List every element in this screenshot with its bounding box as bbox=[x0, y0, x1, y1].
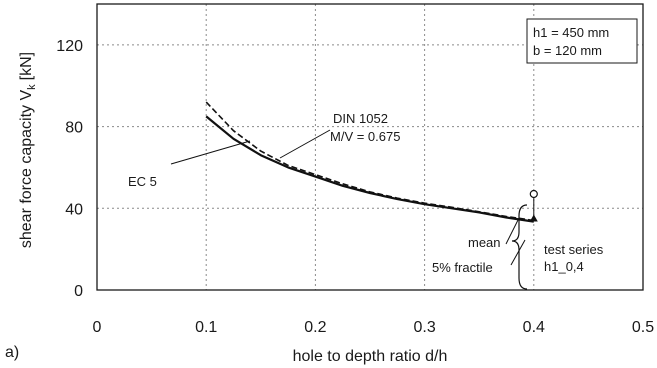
test-series-label: test series bbox=[544, 242, 604, 257]
test-series-brace bbox=[511, 204, 528, 290]
ec5-label: EC 5 bbox=[128, 174, 157, 189]
info-box: h1 = 450 mm b = 120 mm bbox=[526, 18, 638, 64]
y-tick-label: 120 bbox=[56, 38, 83, 55]
x-tick-label: 0.5 bbox=[632, 319, 654, 336]
mean-point bbox=[529, 189, 538, 199]
y-tick-label: 0 bbox=[74, 283, 83, 300]
series-lines bbox=[205, 101, 534, 223]
ec5-leader bbox=[170, 140, 251, 165]
y-axis-label-unit: [kN] bbox=[18, 52, 35, 80]
y-axis-label-subscript: k bbox=[26, 84, 38, 90]
y-tick-label: 40 bbox=[65, 201, 83, 218]
fractile-point bbox=[529, 214, 538, 222]
plot-frame bbox=[96, 3, 644, 291]
fractile-leader bbox=[510, 239, 526, 266]
x-tick-label: 0 bbox=[93, 319, 102, 336]
y-axis-label-main: shear force capacity V bbox=[18, 90, 35, 249]
info-box-line-2: b = 120 mm bbox=[533, 43, 602, 58]
mean-leader bbox=[505, 217, 520, 245]
din-1052-ratio-label: M/V = 0.675 bbox=[330, 129, 400, 144]
fractile-label: 5% fractile bbox=[432, 260, 493, 275]
x-tick-label: 0.3 bbox=[413, 319, 435, 336]
din-leader bbox=[279, 129, 331, 159]
tick-labels: 0 0.1 0.2 0.3 0.4 0.5 0 40 80 120 bbox=[56, 38, 654, 336]
x-axis-label: hole to depth ratio d/h bbox=[293, 348, 448, 365]
series-din-1052-line bbox=[205, 101, 534, 222]
x-tick-label: 0.4 bbox=[523, 319, 545, 336]
test-series-id-label: h1_0,4 bbox=[544, 259, 584, 274]
y-tick-label: 80 bbox=[65, 120, 83, 137]
x-tick-label: 0.1 bbox=[195, 319, 217, 336]
mean-label: mean bbox=[468, 235, 501, 250]
panel-label: a) bbox=[5, 344, 19, 361]
x-tick-label: 0.2 bbox=[304, 319, 326, 336]
din-1052-label: DIN 1052 bbox=[333, 111, 388, 126]
y-axis-label: shear force capacity Vk [kN] bbox=[18, 52, 38, 248]
info-box-line-1: h1 = 450 mm bbox=[533, 25, 609, 40]
annotations: EC 5 DIN 1052 M/V = 0.675 mean 5% fractile te… bbox=[128, 111, 604, 290]
